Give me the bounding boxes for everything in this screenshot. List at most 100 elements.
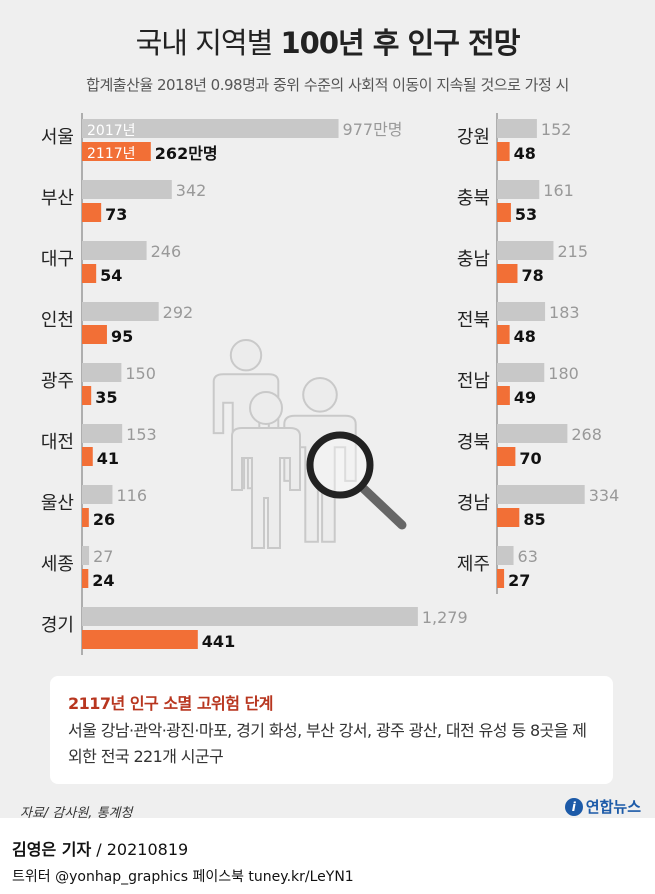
bar-2017 [497,363,545,382]
value-label-2117: 73 [105,205,127,224]
region-label: 서울 [41,127,74,148]
value-label-2117: 85 [523,510,545,529]
value-label-2017: 977만명 [343,120,403,139]
value-label-2117: 48 [514,327,536,346]
bar-2017 [82,424,123,443]
bar-2017 [497,424,568,443]
value-label-2017: 153 [126,425,157,444]
value-label-2017: 292 [163,303,194,322]
legend-label-2117: 2117년 [87,146,136,162]
value-label-2117: 53 [515,205,537,224]
region-label: 경남 [457,493,490,514]
person-head [249,391,283,425]
bar-2117 [82,264,97,283]
person-body [283,414,357,543]
value-label-2117: 35 [95,388,117,407]
value-label-2017: 334 [589,486,620,505]
bar-2117 [497,386,510,405]
value-label-2117: 262만명 [155,144,218,163]
region-label: 세종 [41,554,74,575]
region-label: 울산 [41,493,74,514]
bar-2017 [82,119,339,138]
region-label: 광주 [41,371,74,392]
yonhap-logo: i 연합뉴스 [564,796,641,817]
byline: 김영은 기자 / 20210819 [12,840,189,859]
value-label-2017: 1,279 [422,608,468,627]
value-label-2017: 161 [543,181,574,200]
chart-title: 국내 지역별 100년 후 인구 전망 [0,20,655,62]
value-label-2117: 70 [519,449,541,468]
bar-2017 [497,302,546,321]
value-label-2117: 54 [100,266,122,285]
value-label-2117: 441 [202,632,235,651]
publish-date: 20210819 [106,840,189,859]
region-label: 충남 [457,249,490,270]
value-label-2017: 152 [541,120,572,139]
bar-2017 [82,546,90,565]
value-label-2017: 63 [518,547,538,566]
bar-2117 [497,508,520,527]
bar-2017 [82,363,122,382]
bar-2117 [497,325,510,344]
value-label-2017: 27 [93,547,113,566]
region-label: 충북 [457,188,490,209]
region-label: 전북 [457,310,490,331]
bar-2017 [497,119,537,138]
social-credit: 트위터 @yonhap_graphics 페이스북 tuney.kr/LeYN1 [12,869,354,885]
bar-2117 [497,264,518,283]
bar-2017 [82,485,113,504]
magnifier-lens [306,431,374,499]
region-label: 대전 [41,432,74,453]
value-label-2117: 41 [97,449,119,468]
bar-2017 [497,546,514,565]
region-label: 경북 [457,432,490,453]
bar-2117 [82,447,93,466]
note-box: 2117년 인구 소멸 고위험 단계 서울 강남·관악·광진·마포, 경기 화성… [50,676,613,784]
bar-2117 [497,142,510,161]
region-label: 대구 [41,249,74,270]
region-label: 제주 [457,554,490,575]
value-label-2117: 27 [508,571,530,590]
value-label-2017: 150 [125,364,156,383]
bar-2117 [82,630,198,649]
bar-2117 [82,569,89,588]
logo-text: 연합뉴스 [585,798,641,816]
source-text: 자료/ 감사원, 통계청 [20,806,133,821]
bar-2117 [82,508,89,527]
yonhap-logo-icon: i [564,797,583,816]
bar-2117 [497,569,505,588]
bar-2117 [82,325,107,344]
value-label-2017: 268 [571,425,602,444]
bar-2017 [82,302,159,321]
note-body: 서울 강남·관악·광진·마포, 경기 화성, 부산 강서, 광주 광산, 대전 … [68,721,587,766]
bar-2117 [497,203,511,222]
value-label-2117: 26 [93,510,115,529]
value-label-2017: 342 [176,181,207,200]
bar-2017 [497,180,540,199]
value-label-2017: 246 [151,242,182,261]
region-label: 부산 [41,188,74,209]
region-label: 인천 [41,310,74,331]
magnifier-handle [359,484,407,530]
value-label-2117: 95 [111,327,133,346]
people-with-magnifier-icon [212,339,407,549]
bar-2117 [497,447,516,466]
title-bold: 100년 후 인구 전망 [280,26,520,60]
person-body [231,427,301,549]
value-label-2017: 183 [549,303,580,322]
chart-subtitle: 합계출산율 2018년 0.98명과 중위 수준의 사회적 이동이 지속될 것으… [86,76,569,94]
bar-2017 [497,241,554,260]
value-label-2117: 49 [514,388,536,407]
region-label: 전남 [457,371,490,392]
note-heading: 2117년 인구 소멸 고위험 단계 [68,694,274,713]
person-head [229,339,263,372]
bar-2017 [497,485,585,504]
bar-2117 [82,142,151,161]
bar-2117 [82,203,102,222]
bar-2017 [82,607,418,626]
region-label: 강원 [457,127,490,148]
value-label-2017: 215 [557,242,588,261]
infographic-canvas: 국내 지역별 100년 후 인구 전망 합계출산율 2018년 0.98명과 중… [0,0,655,821]
bar-2117 [82,386,92,405]
